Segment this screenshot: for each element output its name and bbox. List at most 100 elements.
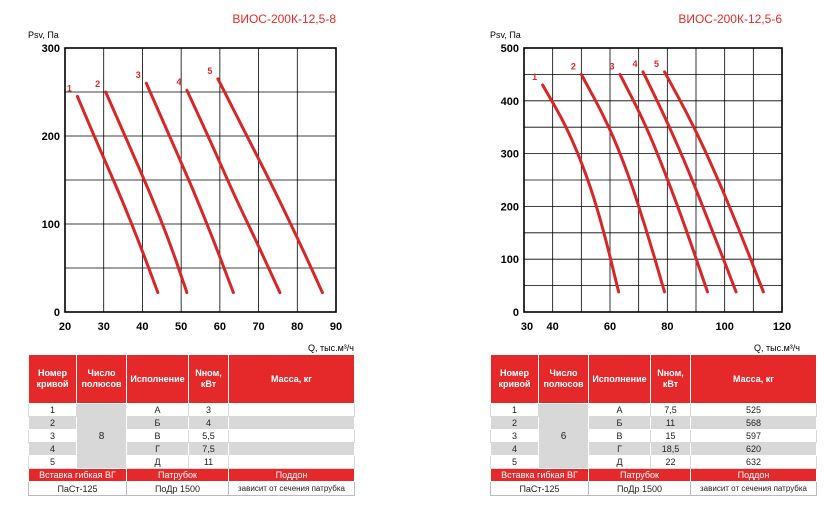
table-row: 1 8 А 3 <box>28 403 355 469</box>
y-axis-label: Psv, Па <box>28 30 59 40</box>
cell-power: 18,5 <box>650 442 691 456</box>
table-row: 2 Б 4 <box>28 416 355 430</box>
series-curve-4 <box>641 70 738 294</box>
series-label-1: 1 <box>532 72 537 82</box>
cell-num: 3 <box>28 429 77 443</box>
y-tick-label: 300 <box>501 149 519 161</box>
accessory-flex-insert-value: ПаСт-125 <box>28 481 127 496</box>
accessory-flex-insert-label: Вставка гибкая ВГ <box>490 468 589 482</box>
cell-num: 3 <box>490 429 539 443</box>
series-label-2: 2 <box>571 61 576 71</box>
cell-mass: 597 <box>690 429 817 443</box>
cell-mass <box>228 455 355 469</box>
table-row: 2 Б 11 568 <box>490 416 817 430</box>
accessory-value-row: ПаСт-125 ПоДр 1500 зависит от сечения па… <box>28 481 355 496</box>
accessory-branch-pipe-label: Патрубок <box>588 468 691 482</box>
series-curve-1 <box>75 94 160 295</box>
cell-version: Б <box>126 416 189 430</box>
series-label-4: 4 <box>176 77 181 87</box>
cell-power: 5,5 <box>188 429 229 443</box>
header-poles: Число полюсов <box>76 354 127 404</box>
cell-num: 2 <box>28 416 77 430</box>
spec-table-8pole: Номер кривой Число полюсов Исполнение Nн… <box>28 354 355 496</box>
series-label-5: 5 <box>654 59 659 69</box>
cell-num: 1 <box>28 403 77 417</box>
y-tick-label: 300 <box>42 43 60 55</box>
x-tick-label: 70 <box>252 321 264 333</box>
cell-version: Г <box>126 442 189 456</box>
spec-header-row: Номер кривой Число полюсов Исполнение Nн… <box>28 354 355 404</box>
accessory-flex-insert-label: Вставка гибкая ВГ <box>28 468 127 482</box>
cell-mass: 632 <box>690 455 817 469</box>
table-row: 5 Д 22 632 <box>490 455 817 469</box>
cell-version: Д <box>126 455 189 469</box>
cell-mass: 525 <box>690 403 817 417</box>
accessory-header-row: Вставка гибкая ВГ Патрубок Поддон <box>490 468 817 482</box>
x-tick-label: 80 <box>661 321 673 333</box>
y-tick-label: 0 <box>54 307 60 319</box>
cell-power: 22 <box>650 455 691 469</box>
series-curve-4 <box>185 88 282 295</box>
header-mass: Масса, кг <box>228 354 355 404</box>
cell-version: А <box>588 403 651 417</box>
x-tick-label: 120 <box>773 321 791 333</box>
cell-version: А <box>126 403 189 417</box>
y-tick-label: 0 <box>513 307 519 319</box>
accessory-tray-label: Поддон <box>690 468 817 482</box>
cell-mass <box>228 403 355 417</box>
table-row: 1 6 А 7,5 525 <box>490 403 817 469</box>
cell-version: Г <box>588 442 651 456</box>
accessory-branch-pipe-value: ПоДр 1500 <box>126 481 229 496</box>
y-tick-label: 200 <box>501 201 519 213</box>
x-tick-label: 100 <box>715 321 733 333</box>
table-row: 5 Д 11 <box>28 455 355 469</box>
header-poles: Число полюсов <box>538 354 589 404</box>
header-version: Исполнение <box>126 354 189 404</box>
plot-frame <box>523 47 783 313</box>
cell-power: 11 <box>188 455 229 469</box>
accessory-value-row: ПаСт-125 ПоДр 1500 зависит от сечения па… <box>490 481 817 496</box>
cell-num: 5 <box>490 455 539 469</box>
cell-num: 1 <box>490 403 539 417</box>
header-power: Nном, кВт <box>188 354 229 404</box>
cell-power: 11 <box>650 416 691 430</box>
y-tick-label: 500 <box>501 43 519 55</box>
performance-chart-6pole: ВИОС-200К-12,5-6 Psv, Па 0 100 200 300 400 500 3… <box>490 12 800 353</box>
header-curve-number: Номер кривой <box>490 354 539 404</box>
y-axis-label: Psv, Па <box>490 30 521 40</box>
cell-version: В <box>588 429 651 443</box>
plot-frame <box>64 47 337 313</box>
cell-mass <box>228 416 355 430</box>
accessory-branch-pipe-value: ПоДр 1500 <box>588 481 691 496</box>
series-curve-3 <box>618 72 709 294</box>
chart-title: ВИОС-200К-12,5-6 <box>678 12 782 26</box>
x-tick-label: 40 <box>547 321 559 333</box>
accessory-flex-insert-value: ПаСт-125 <box>490 481 589 496</box>
series-curve-2 <box>579 72 666 294</box>
header-version: Исполнение <box>588 354 651 404</box>
header-mass: Масса, кг <box>690 354 817 404</box>
cell-version: Д <box>588 455 651 469</box>
series-curve-5 <box>663 70 765 294</box>
cell-power: 15 <box>650 429 691 443</box>
x-tick-label: 20 <box>59 321 71 333</box>
accessory-header-row: Вставка гибкая ВГ Патрубок Поддон <box>28 468 355 482</box>
y-tick-label: 400 <box>501 96 519 108</box>
series-curve-3 <box>144 81 235 295</box>
series-curve-5 <box>216 77 324 295</box>
spec-header-row: Номер кривой Число полюсов Исполнение Nн… <box>490 354 817 404</box>
x-tick-label: 30 <box>521 321 533 333</box>
cell-num: 4 <box>28 442 77 456</box>
cell-version: Б <box>588 416 651 430</box>
series-label-5: 5 <box>207 66 212 76</box>
x-tick-label: 40 <box>136 321 148 333</box>
cell-mass <box>228 442 355 456</box>
cell-poles: 6 <box>538 403 589 469</box>
chart-title: ВИОС-200К-12,5-8 <box>232 12 336 26</box>
series-label-2: 2 <box>95 79 100 89</box>
cell-num: 2 <box>490 416 539 430</box>
accessory-tray-value: зависит от сечения патрубка <box>690 481 817 496</box>
x-tick-label: 60 <box>214 321 226 333</box>
series-label-1: 1 <box>67 83 72 93</box>
accessory-tray-value: зависит от сечения патрубка <box>228 481 355 496</box>
